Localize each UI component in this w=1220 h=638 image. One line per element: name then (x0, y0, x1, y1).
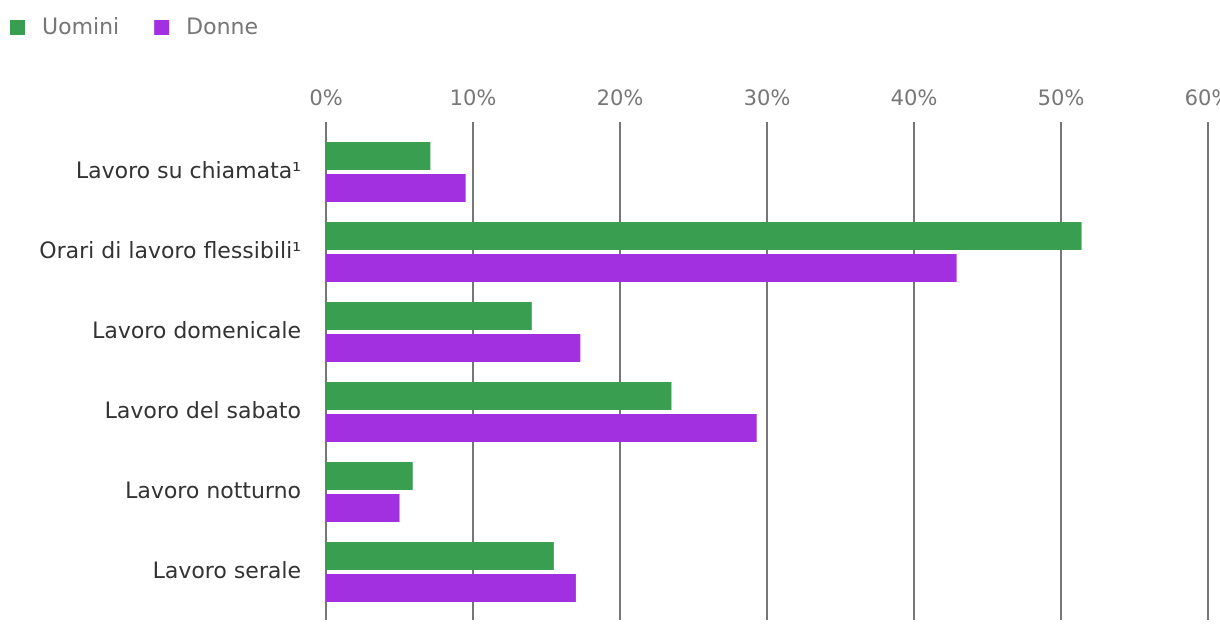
x-tick-label: 0% (309, 86, 342, 110)
bar (326, 302, 532, 330)
x-tick-label: 10% (450, 86, 497, 110)
y-tick-label: Lavoro domenicale (92, 319, 301, 344)
bar (326, 494, 400, 522)
bar (326, 414, 757, 442)
x-tick-label: 50% (1038, 86, 1085, 110)
bar (326, 382, 672, 410)
bar (326, 222, 1082, 250)
legend-label: Donne (186, 15, 258, 40)
x-tick-label: 60% (1185, 86, 1220, 110)
bar (326, 334, 581, 362)
bar (326, 174, 466, 202)
x-tick-label: 30% (744, 86, 791, 110)
bar (326, 254, 957, 282)
y-tick-label: Orari di lavoro flessibili¹ (39, 239, 301, 264)
y-tick-label: Lavoro serale (153, 559, 301, 584)
legend-swatch (154, 20, 170, 35)
bar (326, 574, 576, 602)
y-tick-label: Lavoro su chiamata¹ (76, 159, 301, 184)
legend-swatch (10, 20, 25, 35)
y-tick-label: Lavoro del sabato (105, 399, 301, 424)
x-tick-label: 20% (597, 86, 644, 110)
x-tick-label: 40% (891, 86, 938, 110)
bar (326, 142, 431, 170)
y-tick-label: Lavoro notturno (125, 479, 301, 504)
bar (326, 462, 413, 490)
bar (326, 542, 554, 570)
legend-label: Uomini (42, 15, 119, 40)
